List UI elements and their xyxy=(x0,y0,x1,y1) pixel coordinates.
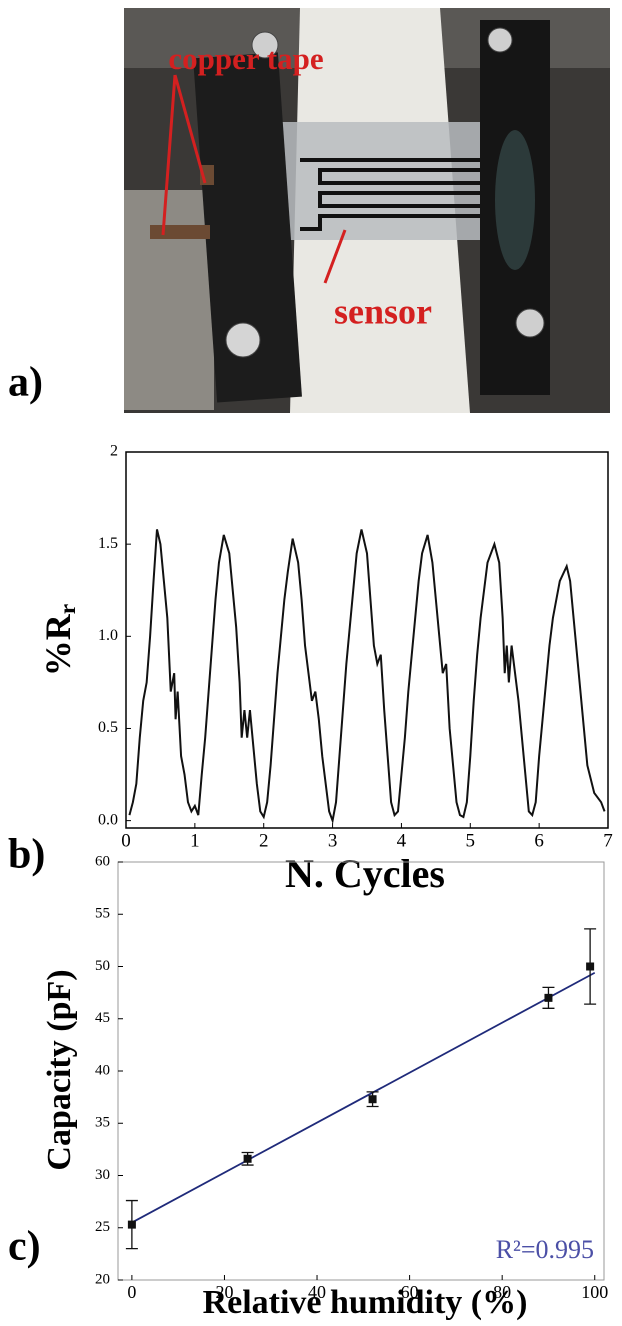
photo-copper xyxy=(150,225,210,239)
x-tick-label: 40 xyxy=(308,1282,326,1302)
y-axis-label: %Rr xyxy=(38,604,81,676)
annotation: R²=0.995 xyxy=(496,1235,594,1264)
y-tick-label: 40 xyxy=(95,1062,110,1078)
y-axis-label: Capacity (pF) xyxy=(41,969,78,1170)
y-axis-label-sub: r xyxy=(55,604,81,614)
x-tick-label: 0 xyxy=(121,830,131,851)
photo-label: sensor xyxy=(334,291,432,331)
panel-label: c) xyxy=(8,1224,41,1270)
x-tick-label: 0 xyxy=(127,1282,136,1302)
y-tick-label: 50 xyxy=(95,958,110,974)
photo-sensor-trace xyxy=(300,158,487,231)
photo-pointer xyxy=(161,74,347,284)
y-tick-label: 55 xyxy=(95,906,110,922)
y-tick-label: 2 xyxy=(110,443,118,460)
y-axis-label-main: %R xyxy=(38,613,78,676)
y-tick-label: 35 xyxy=(95,1115,110,1131)
data-point xyxy=(127,1220,136,1229)
panel-label: b) xyxy=(8,832,45,878)
x-axis-label: Relative humidity (%) xyxy=(203,1284,528,1321)
data-line xyxy=(128,529,606,825)
photo-screw xyxy=(487,27,513,53)
photo-screw xyxy=(251,31,279,59)
data-point xyxy=(586,962,595,971)
photo-clamp-texture xyxy=(495,130,535,270)
x-tick-label: 5 xyxy=(466,830,476,851)
fit-line xyxy=(131,971,596,1224)
x-tick-label: 20 xyxy=(215,1282,233,1302)
data-point xyxy=(243,1154,252,1163)
photo-table xyxy=(124,190,214,410)
x-axis-label: N. Cycles xyxy=(285,851,445,896)
x-tick-label: 100 xyxy=(581,1282,608,1302)
x-tick-label: 6 xyxy=(534,830,544,851)
x-tick-label: 3 xyxy=(328,830,338,851)
y-tick-label: 0.0 xyxy=(98,811,118,828)
y-tick-label: 1.5 xyxy=(98,535,118,552)
plot-frame xyxy=(117,861,605,1281)
y-tick-label: 25 xyxy=(95,1219,110,1235)
photo-screw xyxy=(515,308,545,338)
photo-label: copper tape xyxy=(168,41,323,76)
data-point xyxy=(368,1095,377,1104)
y-tick-label: 20 xyxy=(95,1271,110,1287)
x-tick-label: 7 xyxy=(603,830,613,851)
x-tick-label: 60 xyxy=(401,1282,419,1302)
photo: copper tape sensor xyxy=(124,8,610,413)
y-tick-label: 0.5 xyxy=(98,719,118,736)
photo-screw xyxy=(225,322,261,358)
y-tick-label: 1.0 xyxy=(98,627,118,644)
plot-frame xyxy=(125,451,609,829)
data-point xyxy=(544,993,553,1002)
y-tick-label: 45 xyxy=(95,1010,110,1026)
x-tick-label: 1 xyxy=(190,830,200,851)
x-tick-label: 4 xyxy=(397,830,407,851)
photo-clamp-left xyxy=(193,52,302,403)
y-tick-label: 60 xyxy=(95,853,110,869)
x-tick-label: 2 xyxy=(259,830,269,851)
y-tick-label: 30 xyxy=(95,1167,110,1183)
x-tick-label: 80 xyxy=(493,1282,511,1302)
panel-label: a) xyxy=(8,360,43,406)
y-axis-label-main: Capacity (pF) xyxy=(41,969,78,1170)
